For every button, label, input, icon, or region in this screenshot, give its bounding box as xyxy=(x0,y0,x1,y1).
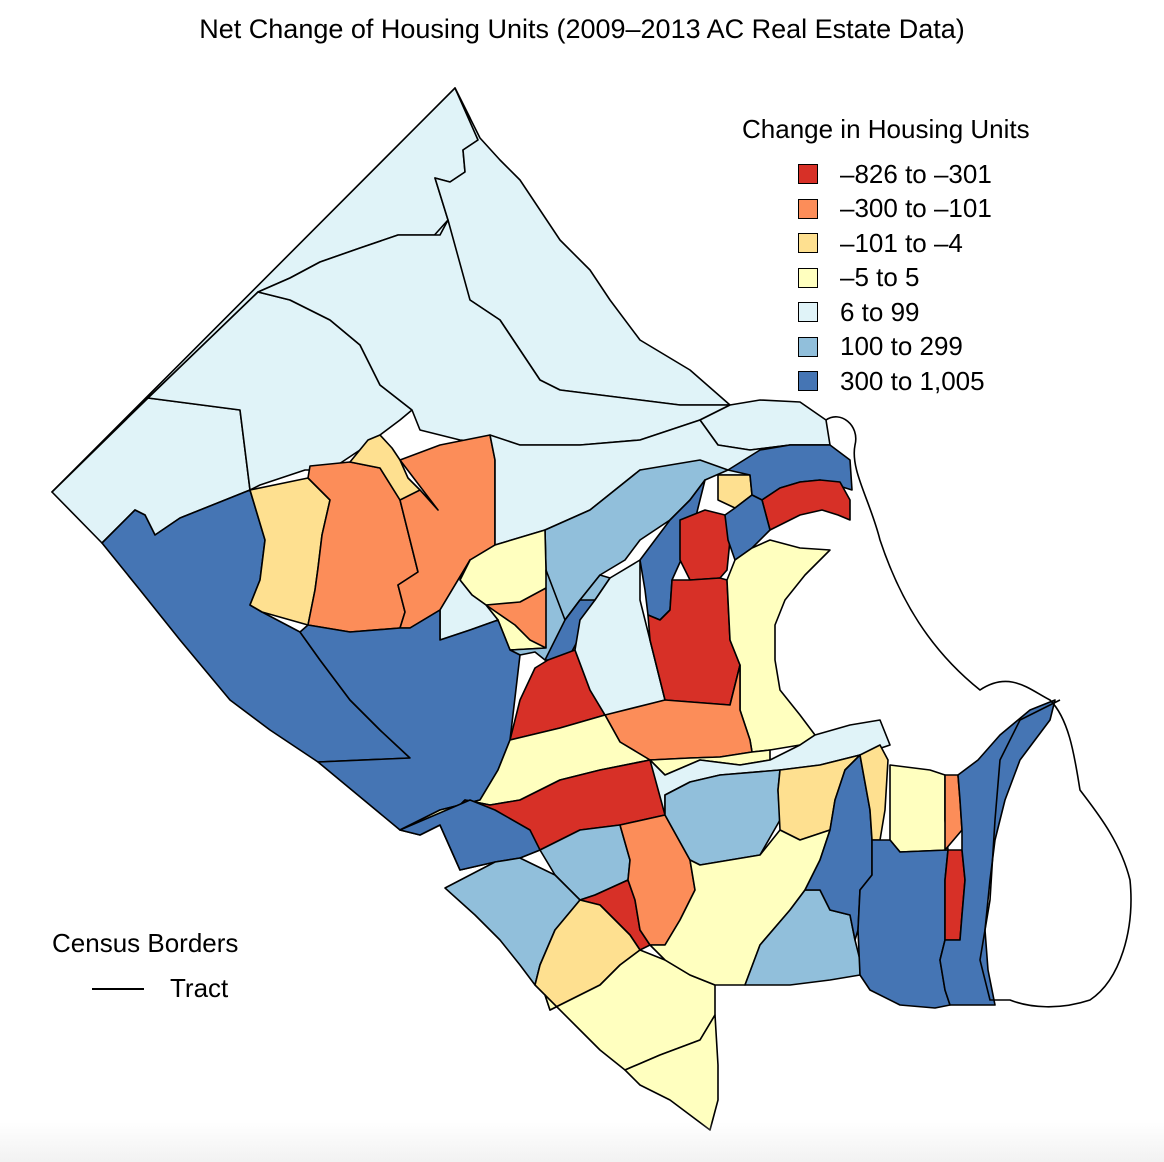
tract-east-red xyxy=(761,479,851,531)
legend-label: –300 to –101 xyxy=(840,193,992,224)
tract-northeast-1 xyxy=(257,219,731,446)
color-legend: Change in Housing Units –826 to –301 –30… xyxy=(742,114,1030,399)
border-legend-item: Tract xyxy=(52,973,238,1004)
legend-item: 100 to 299 xyxy=(742,330,1030,365)
legend-label: –826 to –301 xyxy=(840,158,992,189)
tract-south-yellow-4 xyxy=(649,829,831,986)
island-outline xyxy=(825,416,1132,1008)
map-title: Net Change of Housing Units (2009–2013 A… xyxy=(199,14,965,44)
tract-line-symbol xyxy=(92,987,144,990)
tract-southeast-yellow xyxy=(889,764,949,853)
legend-label: 6 to 99 xyxy=(840,296,920,327)
legend-label: 100 to 299 xyxy=(840,331,963,362)
legend-item: –5 to 5 xyxy=(742,261,1030,296)
tract-south-yellow-3 xyxy=(624,1014,719,1131)
legend-item: –300 to –101 xyxy=(742,192,1030,227)
legend-label: 300 to 1,005 xyxy=(840,365,985,396)
legend-item: 6 to 99 xyxy=(742,295,1030,330)
border-legend: Census Borders Tract xyxy=(52,928,238,1004)
legend-title: Change in Housing Units xyxy=(742,114,1030,144)
tract-central-red-2 xyxy=(679,509,731,581)
legend-swatch xyxy=(798,164,818,185)
legend-label: –101 to –4 xyxy=(840,227,963,258)
tract-layer xyxy=(51,87,1056,1131)
bottom-fade xyxy=(0,1122,1164,1162)
border-legend-label: Tract xyxy=(170,973,229,1003)
legend-swatch xyxy=(798,371,818,392)
legend-label: –5 to 5 xyxy=(840,262,920,293)
legend-swatch xyxy=(798,336,818,357)
border-legend-title: Census Borders xyxy=(52,928,239,958)
legend-swatch xyxy=(798,233,818,254)
legend-item: –826 to –301 xyxy=(742,157,1030,192)
tract-southeast-yellow-orange xyxy=(859,744,889,841)
legend-swatch xyxy=(798,302,818,323)
legend-item: –101 to –4 xyxy=(742,226,1030,261)
tract-southeast-dark-blue-2 xyxy=(857,839,951,1009)
legend-swatch xyxy=(798,198,818,219)
legend-swatch xyxy=(798,267,818,288)
legend-item: 300 to 1,005 xyxy=(742,364,1030,399)
